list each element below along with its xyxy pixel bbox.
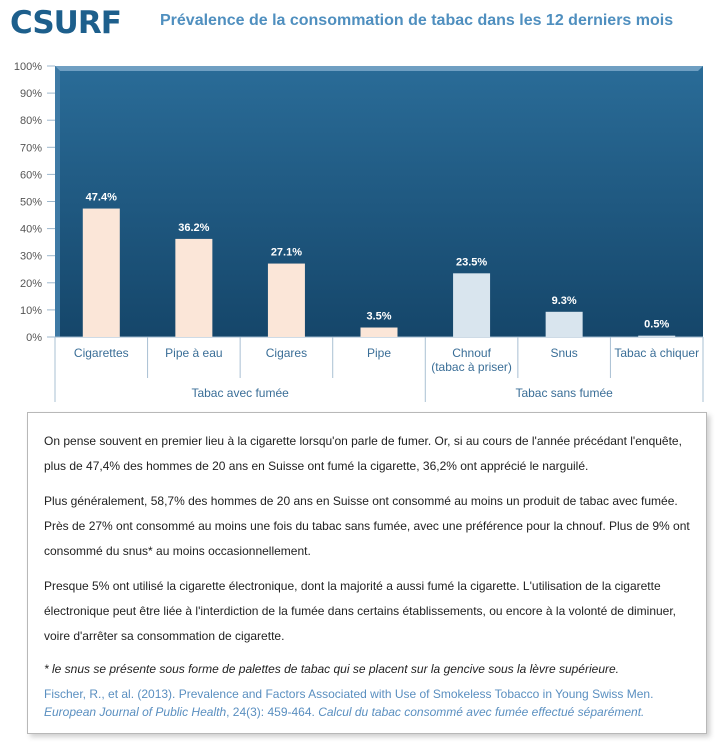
y-tick-label: 60% — [20, 169, 42, 181]
bars-group: 47.4% 36.2% 27.1% 3.5% 23.5% 9.3% 0.5% — [82, 192, 676, 337]
category-label: Chnouf — [452, 346, 491, 360]
paragraph-2: Plus généralement, 58,7% des hommes de 2… — [44, 494, 690, 558]
bar — [360, 327, 398, 337]
y-tick-label: 40% — [20, 224, 42, 236]
y-tick-label: 20% — [20, 278, 42, 290]
data-label: 3.5% — [366, 311, 391, 323]
x-axis: Cigarettes Pipe à eau Cigares Pipe Chnouf(ta… — [54, 337, 704, 402]
category-label: Pipe à eau — [165, 346, 222, 360]
paragraph-1: On pense souvent en premier lieu à la ci… — [44, 434, 682, 473]
paragraph-3: Presque 5% ont utilisé la cigarette élec… — [44, 579, 677, 643]
bar — [175, 238, 213, 337]
y-axis: 0% 10% 20% 30% 40% 50% 60% 70% 80% 90% 100% — [14, 61, 55, 344]
footnote: * le snus se présente sous forme de pale… — [44, 662, 619, 676]
category-label: (tabac à priser) — [431, 360, 512, 374]
data-label: 23.5% — [456, 256, 487, 268]
plot-area — [55, 66, 703, 337]
bar — [545, 311, 583, 337]
category-label: Cigares — [266, 346, 307, 360]
bar — [82, 208, 120, 337]
y-tick-label: 70% — [20, 142, 42, 154]
y-tick-label: 90% — [20, 88, 42, 100]
reference: Fischer, R., et al. (2013). Prevalence a… — [44, 685, 690, 721]
category-label: Tabac à chiquer — [614, 346, 699, 360]
reference-journal: European Journal of Public Health — [44, 705, 227, 719]
plot-background — [55, 66, 703, 338]
y-tick-label: 0% — [26, 332, 42, 344]
y-tick-label: 100% — [14, 61, 42, 73]
description-box: On pense souvent en premier lieu à la ci… — [27, 412, 707, 734]
group-label: Tabac avec fumée — [191, 386, 289, 400]
data-label: 27.1% — [271, 247, 302, 259]
data-label: 9.3% — [552, 295, 577, 307]
y-tick-label: 80% — [20, 115, 42, 127]
chart-title: Prévalence de la consommation de tabac d… — [160, 12, 674, 29]
category-label: Pipe — [367, 346, 391, 360]
plot-left-edge — [55, 66, 60, 337]
csurf-logo: CSURF — [10, 5, 122, 41]
plot-top-edge — [55, 66, 703, 71]
bar-chart: 0% 10% 20% 30% 40% 50% 60% 70% 80% 90% 100% 47.4% 3… — [14, 61, 704, 402]
y-tick-label: 30% — [20, 251, 42, 263]
bar — [638, 335, 676, 337]
data-label: 36.2% — [178, 222, 209, 234]
category-label: Cigarettes — [74, 346, 129, 360]
reference-authors: Fischer, R., et al. (2013). Prevalence a… — [44, 687, 654, 701]
data-label: 0.5% — [644, 319, 669, 331]
data-label: 47.4% — [86, 192, 117, 204]
y-tick-label: 50% — [20, 197, 42, 209]
category-label: Snus — [550, 346, 577, 360]
bar — [267, 263, 305, 337]
group-label: Tabac sans fumée — [515, 386, 613, 400]
bar — [453, 273, 491, 337]
reference-remark: Calcul du tabac consommé avec fumée effe… — [318, 705, 645, 719]
reference-pages: , 24(3): 459-464. — [226, 705, 315, 719]
y-tick-label: 10% — [20, 305, 42, 317]
